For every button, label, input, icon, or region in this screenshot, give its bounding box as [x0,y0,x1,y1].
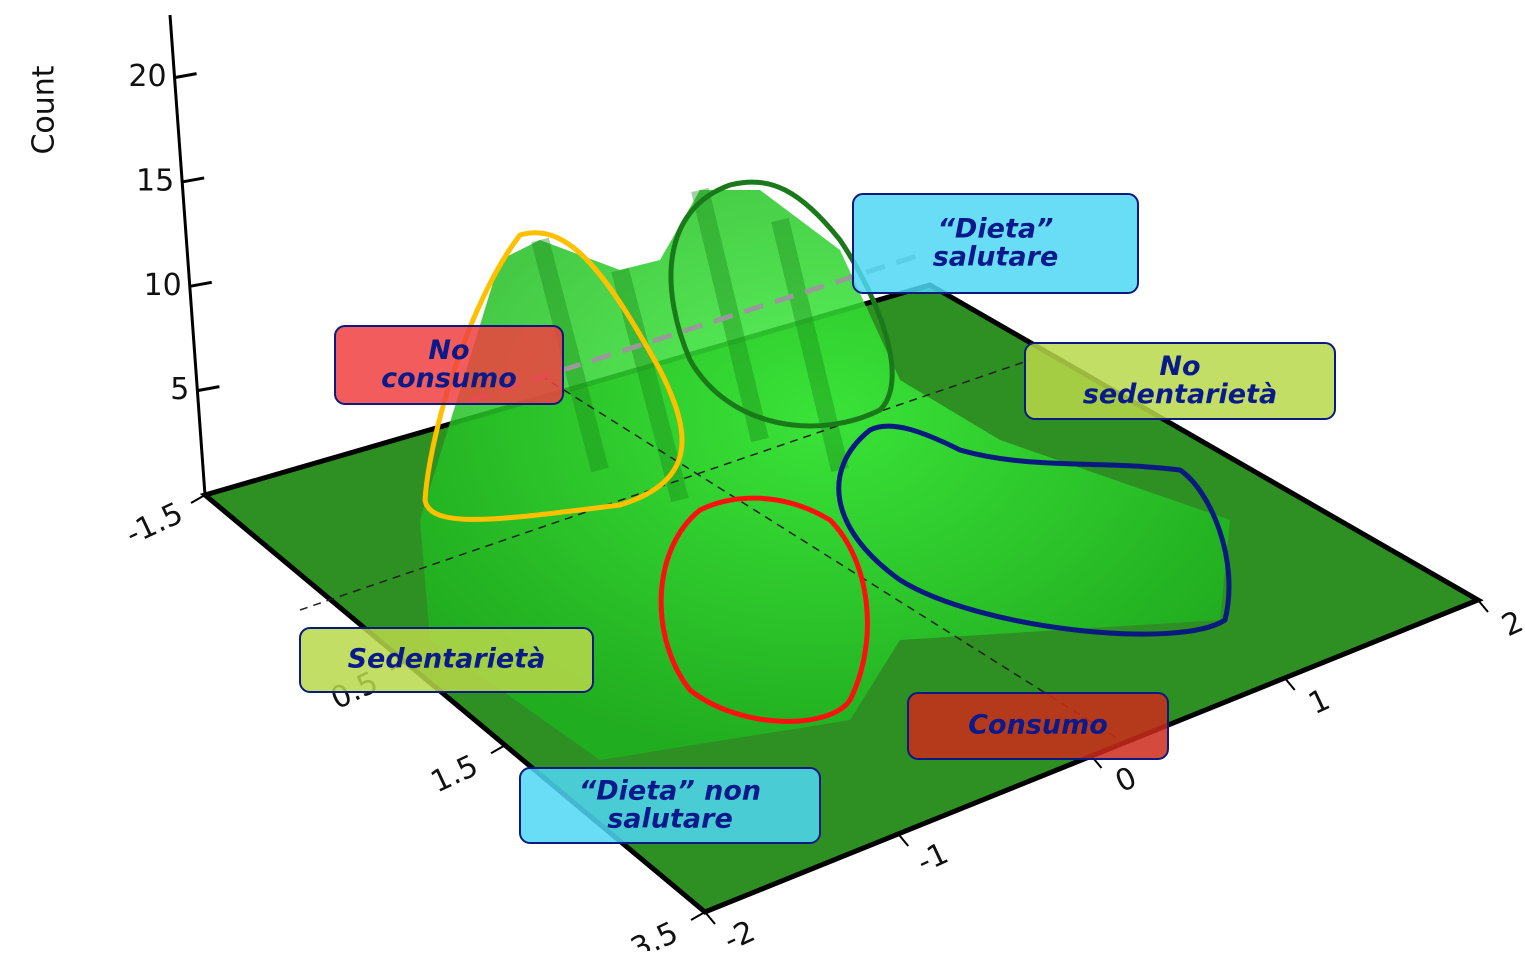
x-tick [190,494,206,504]
x-tick [490,744,506,755]
annotation-box [519,767,821,844]
x-tick-label: 1.5 [426,748,484,800]
annotation-box [1024,342,1336,420]
y-tick [704,911,716,925]
z-tick-label: 5 [170,372,189,407]
annotation: “Dieta” non salutare [579,775,761,834]
y-tick-label: 0 [1110,760,1142,800]
y-tick [1477,599,1489,613]
x-tick [690,911,706,921]
annotation-box [852,193,1139,294]
annotation-box [299,627,594,693]
annotation: Sedentarietà [348,644,546,675]
z-tick [181,176,205,184]
y-tick [897,833,910,847]
region-outline [668,179,895,429]
annotation: No consumo [381,335,517,394]
z-tick-label: 15 [136,163,174,198]
divider [539,374,1121,741]
region-outline [658,495,870,724]
x-tick-label: 3.5 [626,915,684,951]
y-tick-label: -2 [719,914,761,951]
z-tick-label: 20 [128,59,166,94]
annotation: Consumo [968,710,1108,741]
annotation: “Dieta” salutare [933,213,1059,272]
z-tick [197,385,220,393]
region-outline [836,423,1232,637]
z-tick [174,72,197,80]
y-tick [1283,677,1296,691]
region-outline [422,230,685,522]
z-tick-label: 10 [144,268,182,303]
z-axis-label: Count [27,65,62,154]
divider [299,359,1031,611]
annotation-box [334,325,564,405]
annotation: No sedentarietà [1083,351,1277,410]
annotation-box [907,692,1169,760]
z-axis [168,14,207,496]
x-tick-label: -1.5 [121,496,189,552]
y-tick-label: -1 [912,836,954,880]
surface [420,190,1230,760]
y-tick-label: 1 [1303,682,1335,722]
y-tick-label: 2 [1497,604,1525,644]
z-tick [189,280,213,288]
